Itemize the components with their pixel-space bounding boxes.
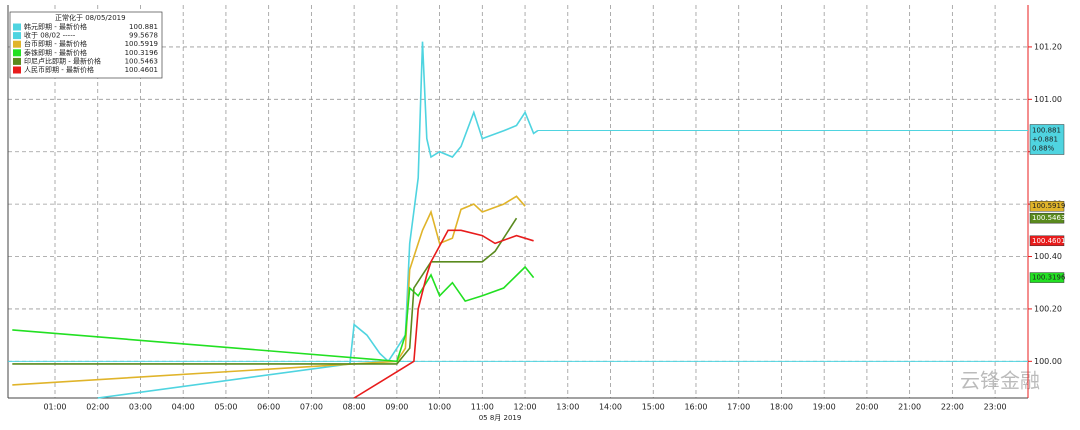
value-tag-change: +0.881 bbox=[1032, 135, 1058, 143]
y-tick-label: 100.20 bbox=[1034, 304, 1062, 313]
x-tick-label: 11:00 bbox=[471, 403, 494, 412]
legend-value: 100.881 bbox=[129, 23, 158, 31]
y-tick-label: 100.00 bbox=[1034, 357, 1062, 366]
value-tag-label: 100.3196 bbox=[1032, 274, 1066, 282]
legend-value: 100.5919 bbox=[125, 40, 158, 48]
x-tick-label: 02:00 bbox=[86, 403, 109, 412]
x-tick-label: 16:00 bbox=[684, 403, 707, 412]
x-date-label: 05 8月 2019 bbox=[479, 414, 522, 422]
legend-swatch bbox=[13, 23, 21, 31]
series-line bbox=[97, 41, 539, 399]
value-tag bbox=[1029, 124, 1065, 155]
x-tick-label: 03:00 bbox=[129, 403, 152, 412]
series-line bbox=[353, 229, 534, 399]
x-tick-label: 10:00 bbox=[428, 403, 451, 412]
value-tag bbox=[1029, 235, 1065, 247]
x-tick-label: 14:00 bbox=[599, 403, 622, 412]
value-tag-label: 100.881 bbox=[1032, 126, 1061, 134]
y-tick-label: 101.00 bbox=[1034, 95, 1062, 104]
x-tick-label: 18:00 bbox=[770, 403, 793, 412]
watermark: 云锋金融 bbox=[960, 369, 1040, 393]
x-tick-label: 05:00 bbox=[214, 403, 237, 412]
x-tick-label: 06:00 bbox=[257, 403, 280, 412]
value-tag bbox=[1029, 272, 1065, 283]
value-tag-label: 100.5919 bbox=[1032, 202, 1065, 210]
x-tick-label: 20:00 bbox=[855, 403, 878, 412]
y-tick-label: 100.40 bbox=[1034, 252, 1062, 261]
x-tick-label: 08:00 bbox=[343, 403, 366, 412]
x-tick-label: 15:00 bbox=[642, 403, 665, 412]
legend-swatch bbox=[13, 32, 21, 40]
x-tick-label: 21:00 bbox=[898, 403, 921, 412]
legend-swatch bbox=[13, 40, 21, 48]
legend-value: 99.5678 bbox=[129, 32, 158, 40]
legend-label: 韩元即期 - 最新价格 bbox=[24, 22, 87, 31]
value-tag bbox=[1029, 212, 1065, 224]
value-tag-label: 100.5463 bbox=[1032, 214, 1065, 222]
value-tag-pct: 0.88% bbox=[1032, 144, 1055, 152]
x-tick-label: 23:00 bbox=[984, 403, 1007, 412]
legend-label: 泰铢即期 - 最新价格 bbox=[24, 48, 87, 57]
x-tick-label: 19:00 bbox=[813, 403, 836, 412]
value-tag-label: 100.4601 bbox=[1032, 237, 1065, 245]
series-line bbox=[12, 265, 535, 363]
legend-label: 收于 08/02 ----- bbox=[24, 31, 76, 40]
x-tick-label: 09:00 bbox=[385, 403, 408, 412]
x-tick-label: 01:00 bbox=[43, 403, 66, 412]
legend-title: 正常化于 08/05/2019 bbox=[55, 13, 126, 22]
legend-value: 100.4601 bbox=[125, 66, 158, 74]
x-tick-label: 04:00 bbox=[172, 403, 195, 412]
legend-box bbox=[9, 11, 163, 79]
x-tick-label: 17:00 bbox=[727, 403, 750, 412]
legend-value: 100.3196 bbox=[125, 49, 159, 57]
x-tick-label: 12:00 bbox=[514, 403, 537, 412]
legend-swatch bbox=[13, 57, 21, 65]
x-tick-label: 22:00 bbox=[941, 403, 964, 412]
legend-swatch bbox=[13, 66, 21, 74]
x-tick-label: 07:00 bbox=[300, 403, 323, 412]
x-tick-label: 13:00 bbox=[556, 403, 579, 412]
y-tick-label: 101.20 bbox=[1034, 42, 1062, 51]
value-tag bbox=[1029, 200, 1065, 212]
legend-label: 人民币即期 - 最新价格 bbox=[24, 65, 94, 74]
legend-value: 100.5463 bbox=[125, 57, 158, 65]
legend-swatch bbox=[13, 49, 21, 57]
legend-label: 台币即期 - 最新价格 bbox=[24, 39, 87, 48]
legend-label: 印尼卢比即期 - 最新价格 bbox=[24, 56, 101, 65]
